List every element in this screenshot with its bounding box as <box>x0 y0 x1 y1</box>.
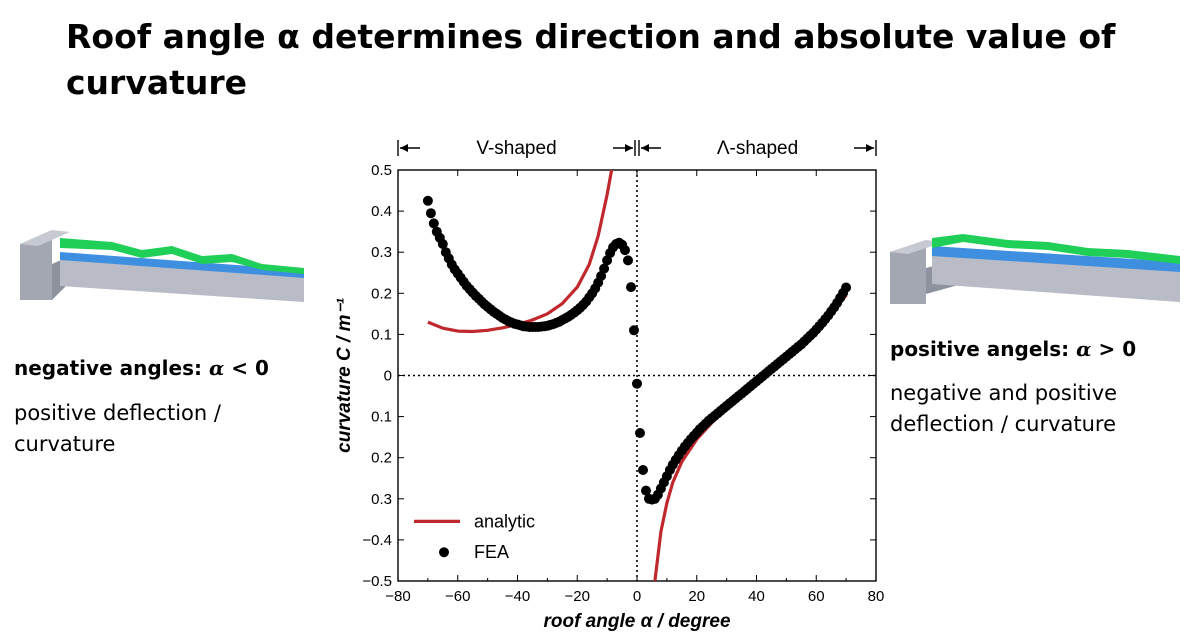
legend-analytic-label: analytic <box>474 511 535 531</box>
fea-point <box>641 485 651 496</box>
lambda-shaped-region-label: Λ-shaped <box>717 138 798 159</box>
y-tick-label: 0.2 <box>371 285 392 302</box>
fea-point <box>422 195 433 206</box>
lambda-shaped-region-arrow-right-head <box>866 144 874 152</box>
x-tick-label: −40 <box>505 588 530 605</box>
fea-point <box>620 245 630 256</box>
curvature-chart: −80 −60 −40 −20 0 20 40 60 80 0.5 0.4 0.3 0.2 0.1 0 0.1… <box>334 138 885 632</box>
v-shaped-beam-illustration <box>20 230 304 302</box>
fea-point <box>841 282 852 293</box>
x-axis-title: roof angle α / degree <box>543 611 730 632</box>
fea-point <box>635 428 645 438</box>
x-tick-label: −60 <box>445 588 470 605</box>
y-tick-label: 0.1 <box>371 409 392 426</box>
y-tick-label: 0.4 <box>371 203 392 220</box>
negative-angles-description: positive deflection / curvature <box>14 401 221 456</box>
y-tick-label: 0.2 <box>371 450 392 467</box>
fea-point <box>599 263 610 274</box>
fea-point <box>428 218 439 229</box>
fea-point <box>425 208 436 219</box>
lambda-shaped-region-arrow-left-head <box>641 144 649 152</box>
fea-point <box>437 239 448 249</box>
y-tick-label: 0 <box>384 368 392 385</box>
x-tick-label: 40 <box>748 588 765 605</box>
analytic-curve-segment-1 <box>427 170 614 334</box>
analytic-curve-segment-2 <box>653 294 848 581</box>
x-tick-label: 80 <box>868 588 885 605</box>
y-axis-title: curvature C / m⁻¹ <box>334 297 355 452</box>
negative-angles-heading: negative angles: α < 0 <box>14 356 269 380</box>
positive-angles-heading: positive angels: α > 0 <box>890 337 1137 361</box>
fea-point <box>626 282 636 293</box>
x-tick-label: −20 <box>565 588 590 605</box>
y-tick-label: 0.5 <box>371 162 392 179</box>
fea-point <box>632 378 642 389</box>
y-tick-label: 0.1 <box>371 326 392 343</box>
fea-point <box>623 255 633 266</box>
x-tick-label: −80 <box>385 588 410 605</box>
slide-title: Roof angle α determines direction and ab… <box>66 17 1116 102</box>
x-tick-label: 0 <box>633 588 641 605</box>
v-shaped-region-label: V-shaped <box>476 138 556 159</box>
y-tick-label: −0.5 <box>362 573 392 590</box>
positive-angles-description: negative and positive deflection / curva… <box>890 381 1118 436</box>
x-tick-label: 60 <box>808 588 825 605</box>
plot-area <box>422 170 852 581</box>
fea-point <box>638 465 648 475</box>
y-tick-label: 0.3 <box>371 244 392 261</box>
x-tick-label: 20 <box>688 588 705 605</box>
y-tick-label: −0.4 <box>362 532 392 549</box>
v-shaped-region-arrow-left-head <box>400 144 408 152</box>
fea-point <box>629 325 639 336</box>
lambda-shaped-beam-illustration <box>890 234 1180 304</box>
legend-fea-swatch <box>439 547 449 558</box>
v-shaped-region-arrow-right-head <box>625 144 633 152</box>
legend-fea-label: FEA <box>474 542 509 562</box>
y-tick-label: 0.3 <box>371 491 392 508</box>
